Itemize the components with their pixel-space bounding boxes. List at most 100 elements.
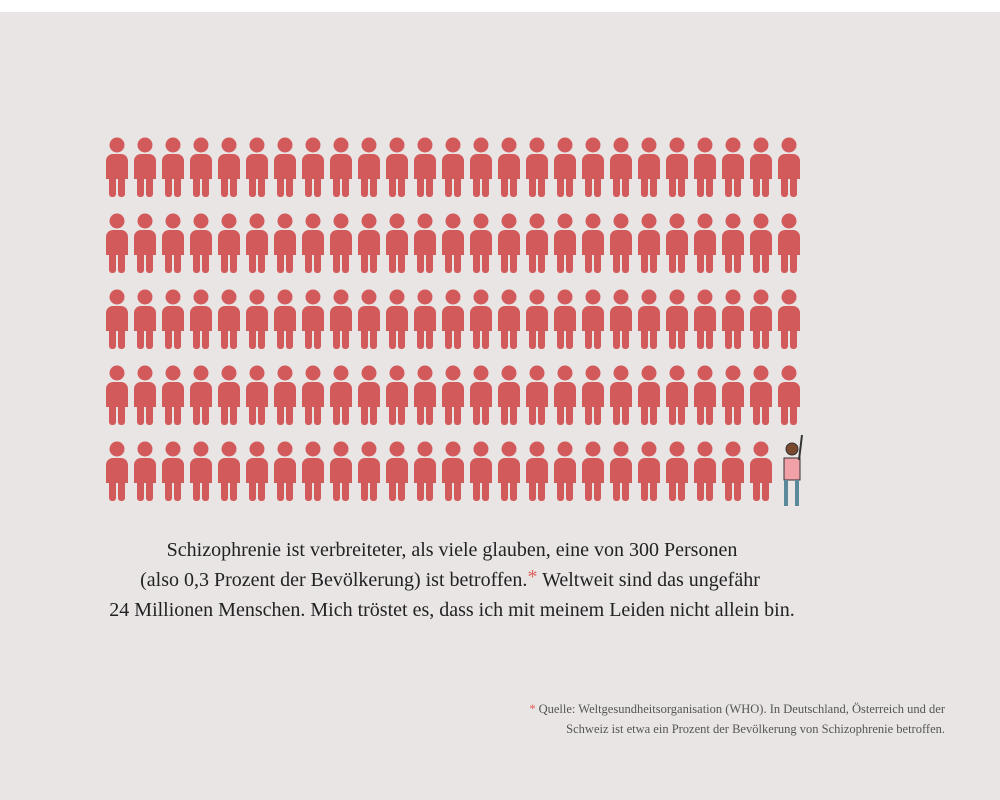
person-icon <box>302 289 324 349</box>
leg <box>734 251 741 273</box>
leg <box>314 251 321 273</box>
leg <box>202 251 209 273</box>
head <box>669 213 685 229</box>
icon-grid <box>106 137 803 506</box>
torso <box>414 230 436 255</box>
person-icon <box>666 441 688 501</box>
torso <box>190 458 212 483</box>
leg <box>389 251 396 273</box>
leg <box>249 251 256 273</box>
person-icon <box>106 213 128 273</box>
leg <box>193 327 200 349</box>
leg <box>510 251 517 273</box>
torso <box>694 382 716 407</box>
person-icon <box>666 137 688 197</box>
leg <box>314 175 321 197</box>
torso <box>694 306 716 331</box>
head <box>137 441 153 457</box>
torso <box>610 306 632 331</box>
person-icon <box>722 289 744 349</box>
leg <box>193 251 200 273</box>
torso <box>526 382 548 407</box>
torso <box>442 458 464 483</box>
leg <box>230 479 237 501</box>
leg <box>174 251 181 273</box>
head <box>641 213 657 229</box>
person-icon <box>582 441 604 501</box>
leg <box>146 175 153 197</box>
torso <box>134 306 156 331</box>
head <box>529 441 545 457</box>
torso <box>330 154 352 179</box>
head <box>529 213 545 229</box>
person-icon <box>190 137 212 197</box>
head <box>641 289 657 305</box>
head <box>109 441 125 457</box>
leg <box>585 479 592 501</box>
head <box>501 365 517 381</box>
head <box>165 289 181 305</box>
leg <box>473 327 480 349</box>
torso <box>778 230 800 255</box>
torso <box>526 458 548 483</box>
leg <box>193 175 200 197</box>
footnote-text: Quelle: Weltgesundheitsorganisation (WHO… <box>539 702 946 716</box>
torso <box>750 230 772 255</box>
leg <box>529 479 536 501</box>
torso <box>386 458 408 483</box>
leg <box>510 479 517 501</box>
head <box>417 213 433 229</box>
leg <box>678 175 685 197</box>
person-icon <box>470 441 492 501</box>
head <box>473 365 489 381</box>
leg <box>398 479 405 501</box>
leg <box>594 403 601 425</box>
head <box>753 213 769 229</box>
person-icon <box>554 441 576 501</box>
head <box>305 289 321 305</box>
torso <box>106 154 128 179</box>
leg <box>370 251 377 273</box>
torso <box>778 306 800 331</box>
torso <box>414 306 436 331</box>
head <box>529 137 545 153</box>
body-text: Weltweit sind das ungefähr <box>537 569 760 591</box>
leg <box>361 403 368 425</box>
leg <box>258 479 265 501</box>
torso <box>694 154 716 179</box>
person-icon <box>190 365 212 425</box>
head <box>305 137 321 153</box>
torso <box>330 382 352 407</box>
person-icon <box>218 441 240 501</box>
torso <box>526 306 548 331</box>
head <box>697 441 713 457</box>
leg <box>566 403 573 425</box>
leg <box>538 175 545 197</box>
torso <box>134 458 156 483</box>
torso <box>750 458 772 483</box>
person-icon <box>330 365 352 425</box>
head <box>781 137 797 153</box>
head <box>221 289 237 305</box>
head <box>221 365 237 381</box>
torso <box>218 154 240 179</box>
leg <box>109 403 116 425</box>
torso <box>610 230 632 255</box>
person-icon <box>750 137 772 197</box>
torso <box>638 154 660 179</box>
leg <box>678 251 685 273</box>
leg <box>790 403 797 425</box>
person-icon <box>498 441 520 501</box>
head <box>613 365 629 381</box>
head <box>669 289 685 305</box>
leg <box>333 479 340 501</box>
leg <box>342 175 349 197</box>
torso <box>582 306 604 331</box>
torso <box>470 458 492 483</box>
leg <box>650 327 657 349</box>
leg <box>734 403 741 425</box>
leg <box>613 327 620 349</box>
torso <box>554 306 576 331</box>
person-icon <box>638 365 660 425</box>
torso <box>302 382 324 407</box>
